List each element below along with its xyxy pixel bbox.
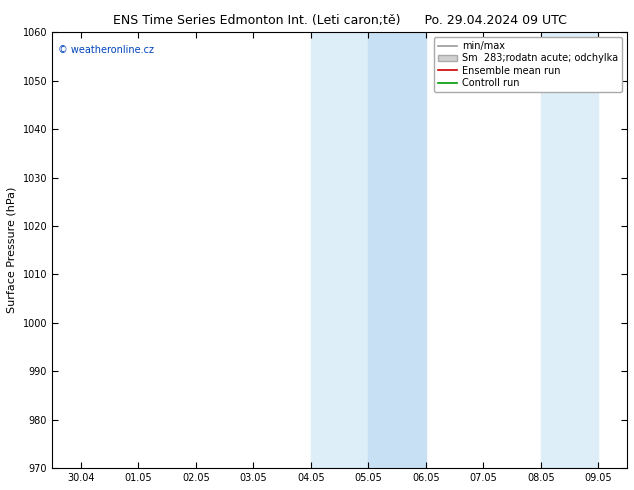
Legend: min/max, Sm  283;rodatn acute; odchylka, Ensemble mean run, Controll run: min/max, Sm 283;rodatn acute; odchylka, …	[434, 37, 622, 92]
Bar	[541, 32, 598, 468]
Y-axis label: Surface Pressure (hPa): Surface Pressure (hPa)	[7, 187, 17, 314]
Bar	[368, 32, 426, 468]
Bar	[311, 32, 368, 468]
Title: ENS Time Series Edmonton Int. (Leti caron;tě)      Po. 29.04.2024 09 UTC: ENS Time Series Edmonton Int. (Leti caro…	[113, 14, 566, 27]
Text: © weatheronline.cz: © weatheronline.cz	[58, 45, 153, 55]
